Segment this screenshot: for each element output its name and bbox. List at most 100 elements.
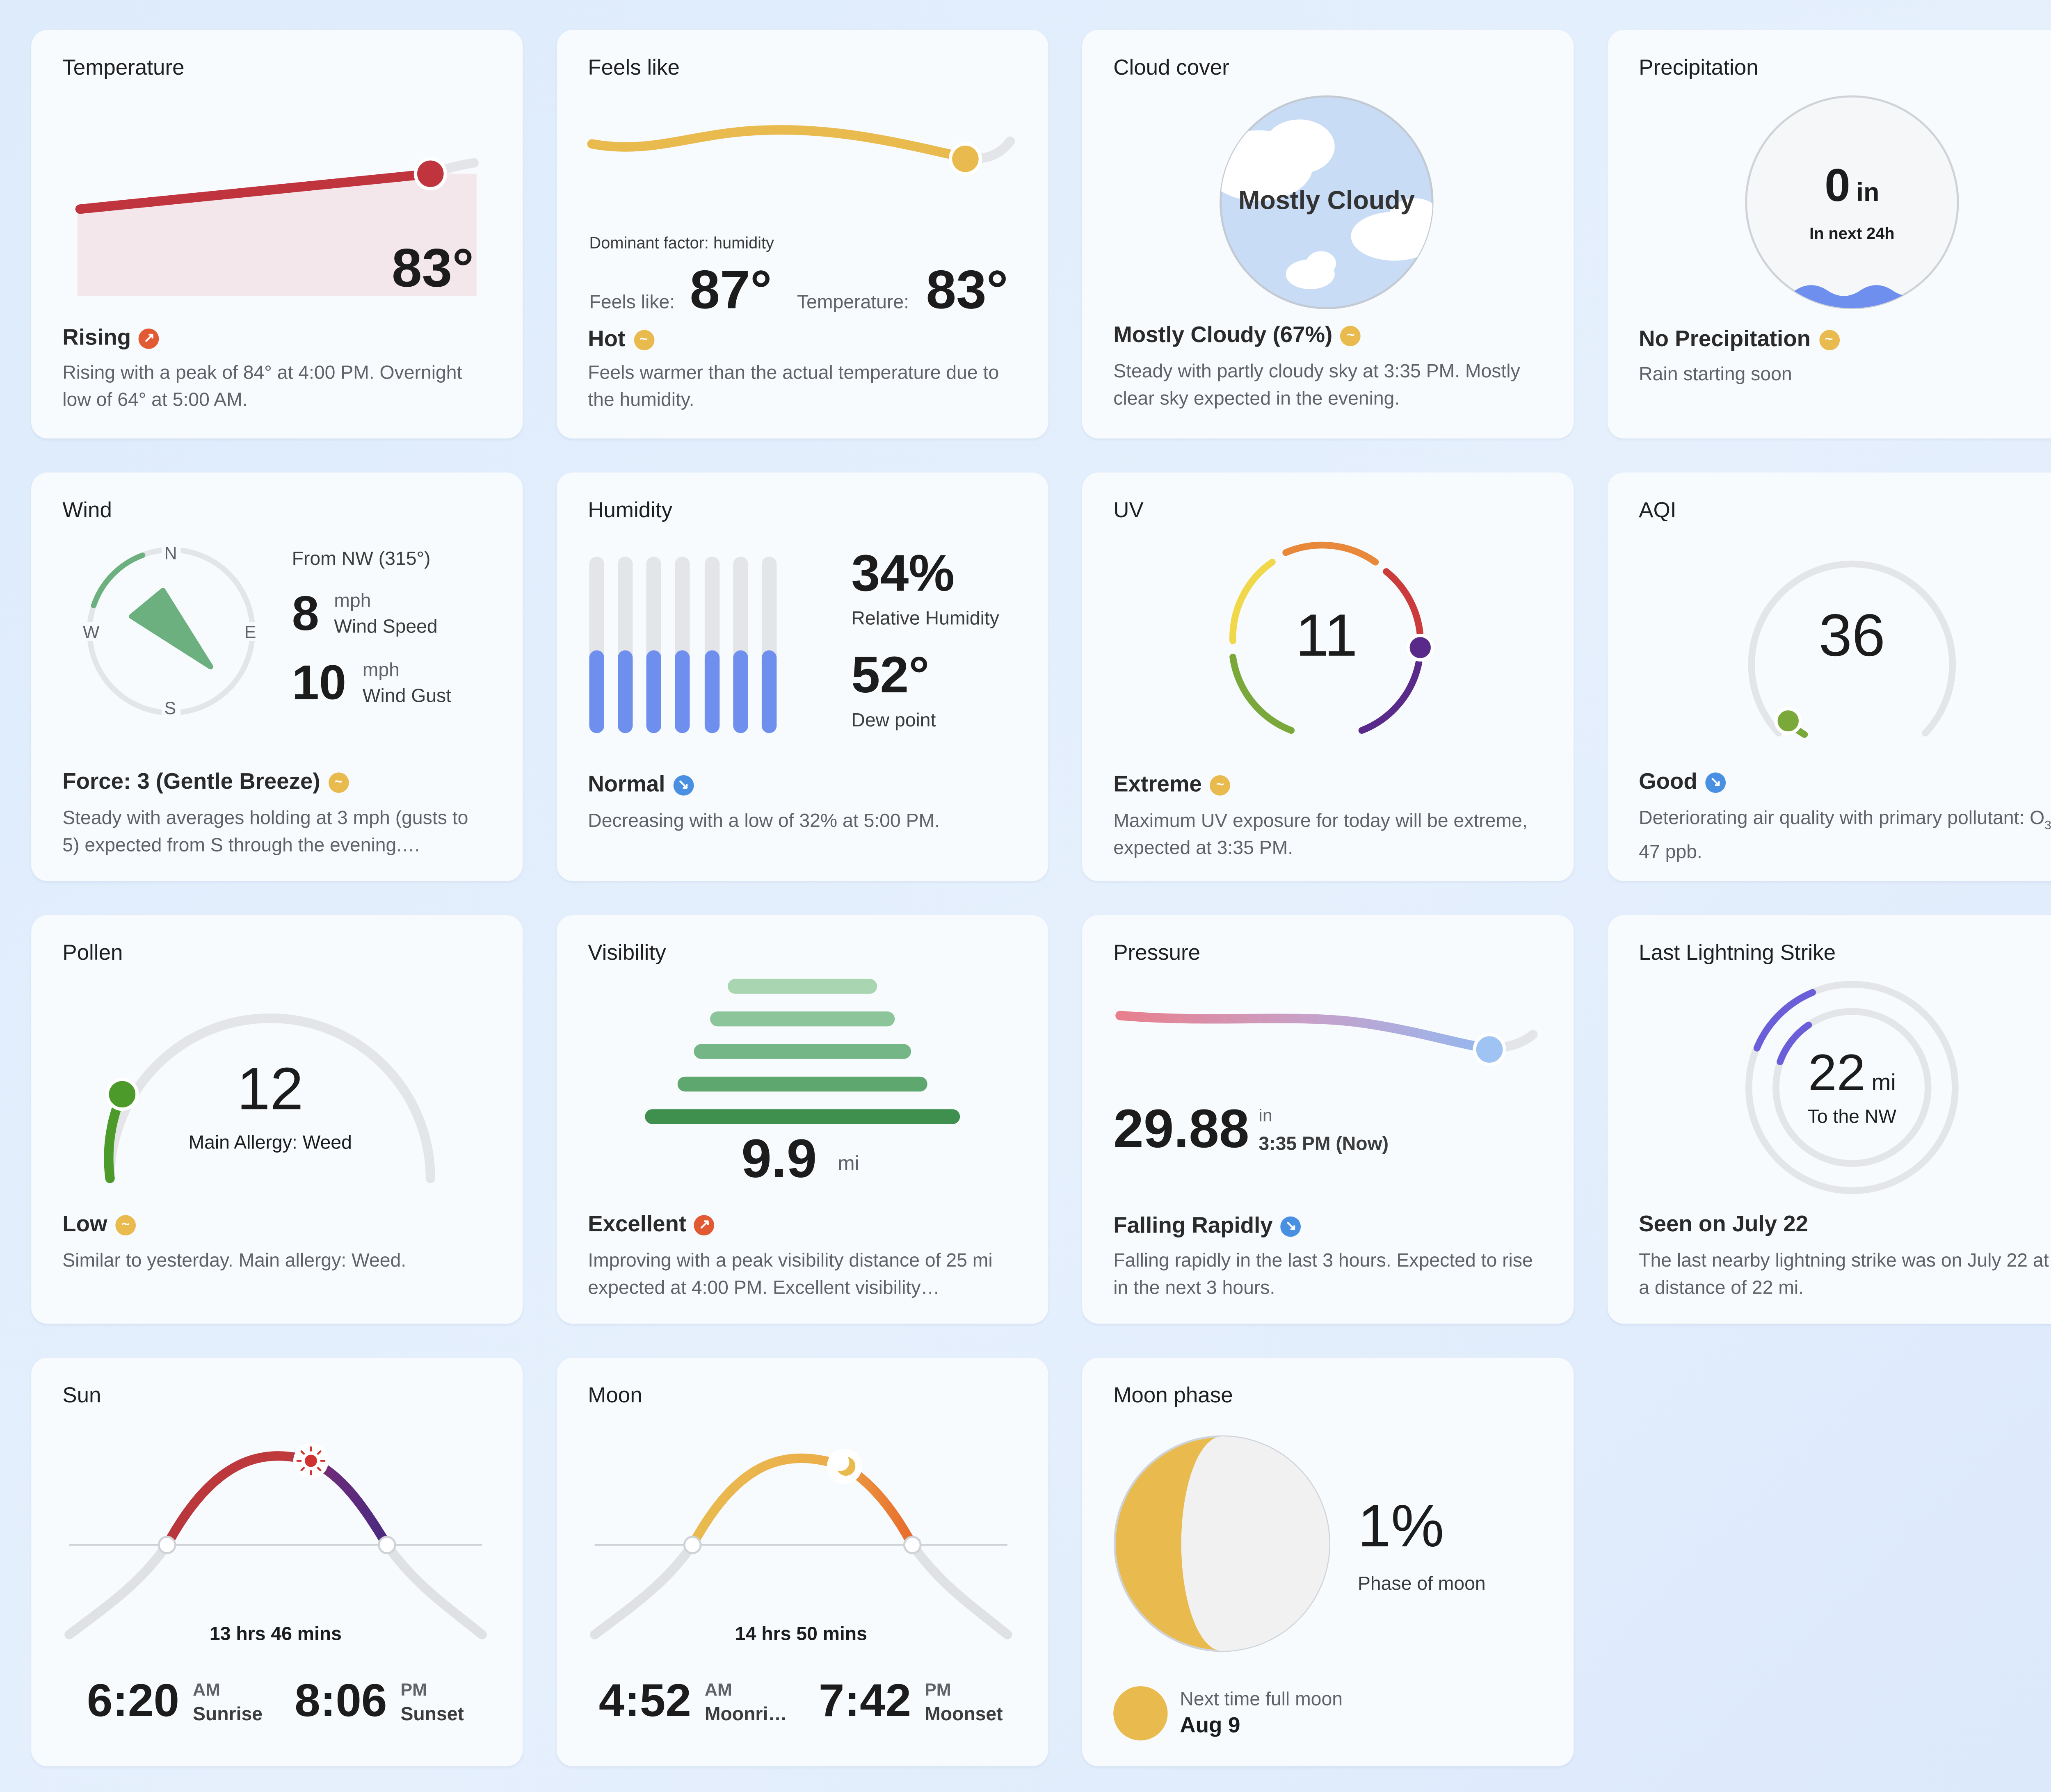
wind-gust-label: Wind Gust <box>362 684 452 706</box>
dew-point-value: 52° <box>851 647 930 705</box>
dew-point-label: Dew point <box>851 708 936 730</box>
visibility-description: Improving with a peak visibility distanc… <box>588 1249 993 1297</box>
wind-gust-value: 10 <box>292 654 347 710</box>
pressure-status: Falling Rapidly ↘ <box>1113 1214 1302 1240</box>
aqi-status: Good ↘ <box>1639 770 1726 796</box>
pollen-allergy: Main Allergy: Weed <box>188 1131 352 1153</box>
temperature-value: 83° <box>926 260 1008 321</box>
pollen-description: Similar to yesterday. Main allergy: Weed… <box>62 1249 407 1271</box>
card-title: UV <box>1113 500 1144 523</box>
pressure-card[interactable]: Pressure 29.88 in 3:35 PM (Now) Falling … <box>1082 915 1574 1324</box>
steady-icon: ~ <box>1210 775 1231 796</box>
aqi-description: Deteriorating air quality with primary p… <box>1639 806 2051 863</box>
wind-speed-unit: mph <box>334 589 371 611</box>
pressure-description: Falling rapidly in the last 3 hours. Exp… <box>1113 1249 1533 1297</box>
temperature-status: Rising ↗ <box>62 326 160 352</box>
card-title: Cloud cover <box>1113 57 1229 80</box>
steady-icon: ~ <box>1818 330 1839 350</box>
temperature-description: Rising with a peak of 84° at 4:00 PM. Ov… <box>62 361 462 409</box>
lightning-distance: 22 mi <box>1808 1045 1896 1103</box>
pollen-status: Low ~ <box>62 1212 136 1238</box>
compass-north: N <box>164 543 177 564</box>
next-full-moon-date: Aug 9 <box>1180 1714 1240 1738</box>
sunset-time: 8:06 <box>295 1675 387 1727</box>
humidity-bar-fill <box>733 650 748 733</box>
wind-compass <box>80 543 261 720</box>
humidity-bar-fill <box>675 650 690 733</box>
full-moon-icon <box>1113 1686 1168 1741</box>
sunset-label: Sunset <box>400 1702 464 1724</box>
visibility-status: Excellent ↗ <box>588 1212 715 1238</box>
aqi-card[interactable]: AQI 36 Good ↘ Deteriorating air quality w… <box>1608 472 2051 881</box>
precipitation-description: Rain starting soon <box>1639 362 1792 384</box>
uv-card[interactable]: UV 11 Extreme ~ Maximum UV exposure for t… <box>1082 472 1574 881</box>
aqi-gauge <box>1748 560 1956 738</box>
precipitation-card[interactable]: Precipitation 0 in In next 24h No Precip… <box>1608 30 2051 439</box>
moonset-label: Moonset <box>925 1702 1003 1724</box>
card-title: Humidity <box>588 500 673 523</box>
cloud-cover-graphic <box>1220 95 1434 309</box>
moon-card[interactable]: Moon 14 hrs 50 mins 4:52 AM Moonri… 7:42… <box>557 1358 1048 1767</box>
aqi-value: 36 <box>1818 603 1885 669</box>
pressure-trend-graph <box>1115 1011 1538 1066</box>
precipitation-period: In next 24h <box>1809 224 1895 243</box>
trend-up-icon: ↗ <box>694 1215 715 1236</box>
humidity-status: Normal ↘ <box>588 772 694 798</box>
lightning-radar <box>1745 981 1959 1194</box>
steady-icon: ~ <box>633 330 654 350</box>
humidity-card[interactable]: Humidity 34% Relative Humidity 52° Dew p… <box>557 472 1048 881</box>
sun-card[interactable]: Sun 13 hrs 46 mins 6:20 AM Sunrise 8:06 … <box>31 1358 523 1767</box>
card-title: Pollen <box>62 942 123 966</box>
moon-phase-label: Phase of moon <box>1358 1572 1486 1594</box>
daylight-duration: 13 hrs 46 mins <box>209 1622 342 1644</box>
cloud-cover-status: Mostly Cloudy (67%) ~ <box>1113 323 1361 349</box>
compass-west: W <box>82 621 100 642</box>
humidity-bar-fill <box>704 650 720 733</box>
moon-phase-graphic <box>1113 1435 1330 1741</box>
temperature-card[interactable]: Temperature 83° Rising ↗ Rising with a pe… <box>31 30 523 439</box>
lightning-status: Seen on July 22 <box>1639 1212 1808 1237</box>
humidity-bar-fill <box>761 650 777 733</box>
feels-like-value: 87° <box>690 260 772 321</box>
next-full-moon-label: Next time full moon <box>1180 1687 1343 1710</box>
precipitation-amount: 0 in <box>1825 160 1880 212</box>
uv-status: Extreme ~ <box>1113 772 1231 798</box>
pollen-card[interactable]: Pollen 12 Main Allergy: Weed Low ~ Simila… <box>31 915 523 1324</box>
card-title: Pressure <box>1113 942 1201 966</box>
pressure-time: 3:35 PM (Now) <box>1258 1132 1389 1154</box>
feels-like-card[interactable]: Feels like Dominant factor: humidity Fee… <box>557 30 1048 439</box>
feels-like-graph <box>587 125 1015 176</box>
moon-duration: 14 hrs 50 mins <box>735 1622 867 1644</box>
moon-phase-card[interactable]: Moon phase 1% Phase of moon Next time fu… <box>1082 1358 1574 1767</box>
moon-phase-value: 1% <box>1358 1493 1444 1560</box>
wind-description: Steady with averages holding at 3 mph (g… <box>62 806 468 855</box>
pressure-value: 29.88 <box>1113 1100 1249 1160</box>
cloud-condition: Mostly Cloudy <box>1238 187 1415 216</box>
moonrise-time: 4:52 <box>598 1675 691 1727</box>
lightning-description: The last nearby lightning strike was on … <box>1639 1249 2049 1297</box>
steady-icon: ~ <box>328 772 349 793</box>
precipitation-gauge <box>1745 95 1959 309</box>
temperature-trend-graph <box>75 157 479 296</box>
visibility-value: 9.9 <box>741 1129 817 1189</box>
humidity-bar-fill <box>646 650 661 733</box>
wind-card[interactable]: Wind N S W E From NW (315°) 8 mph Wind S… <box>31 472 523 881</box>
wind-speed-value: 8 <box>292 585 319 641</box>
lightning-card[interactable]: Last Lightning Strike 22 mi To the NW Se… <box>1608 915 2051 1324</box>
moonrise-ampm: AM <box>704 1679 732 1700</box>
moonset-ampm: PM <box>925 1679 951 1700</box>
wind-gust-unit: mph <box>362 658 400 680</box>
card-title: AQI <box>1639 500 1676 523</box>
cloud-cover-card[interactable]: Cloud cover Mostly Cloudy Mostly Cloudy … <box>1082 30 1574 439</box>
moon-icon <box>827 1448 862 1484</box>
trend-down-icon: ↘ <box>1281 1216 1302 1237</box>
wind-arrow-icon <box>129 588 213 669</box>
card-title: Sun <box>62 1385 101 1408</box>
trend-down-icon: ↘ <box>673 775 694 796</box>
dominant-factor: Dominant factor: humidity <box>589 233 774 253</box>
visibility-card[interactable]: Visibility 9.9 mi Excellent ↗ Improving w… <box>557 915 1048 1324</box>
wind-direction: From NW (315°) <box>292 547 431 569</box>
card-title: Last Lightning Strike <box>1639 942 1836 966</box>
cloud-icon <box>1220 119 1433 290</box>
sunset-ampm: PM <box>400 1679 427 1700</box>
